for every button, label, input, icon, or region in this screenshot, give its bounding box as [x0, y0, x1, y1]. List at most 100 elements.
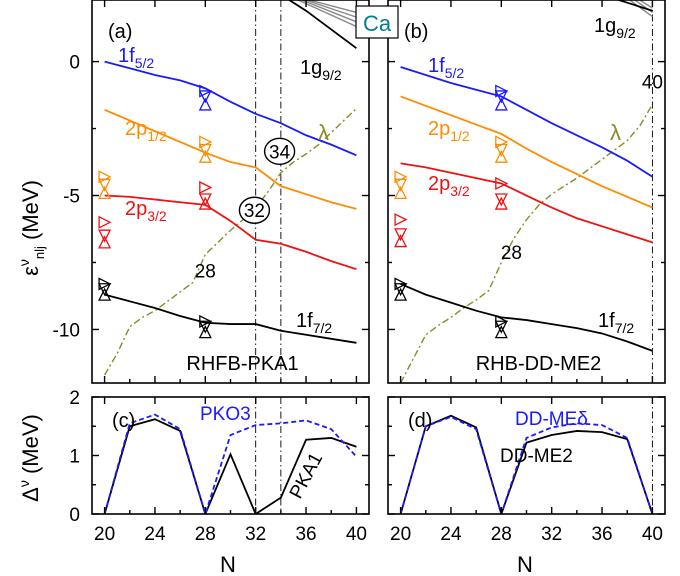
series-line-1g92	[615, 0, 653, 12]
level-label-1f72: 1f7/2	[296, 310, 332, 336]
y-label-sup: ν	[16, 259, 32, 266]
y-label-sup: ν	[16, 480, 32, 487]
level-label-2p12: 2p1/2	[125, 118, 167, 144]
high-level-line	[305, 0, 357, 18]
x-tick-label-28: 28	[491, 524, 512, 545]
magic-number-34: 34	[269, 142, 291, 163]
y-axis-title-top: ενnlj (MeV)	[16, 180, 47, 276]
fermi-energy-line	[399, 104, 654, 383]
series-label-PKO3: PKO3	[200, 404, 251, 425]
experimental-marker	[198, 193, 212, 207]
magic-number-28: 28	[195, 262, 216, 283]
level-label-1g92: 1g9/2	[594, 15, 636, 41]
magic-number-circle	[238, 196, 271, 224]
level-label-sub: 3/2	[450, 183, 470, 199]
panel-tag-a: (a)	[108, 21, 132, 43]
experimental-marker	[198, 196, 212, 210]
element-label: Ca	[363, 11, 392, 36]
y-label-unit: (MeV)	[18, 180, 43, 246]
series-line-1f72	[400, 283, 653, 352]
experimental-marker	[198, 325, 212, 339]
high-level-line	[301, 0, 357, 23]
experimental-marker	[98, 287, 112, 301]
panel-a-plot-area	[103, 0, 357, 383]
magic-number-circle	[263, 137, 296, 166]
experimental-marker	[98, 215, 112, 229]
y-tick-label: 0	[69, 505, 80, 526]
y-label-main: ε	[18, 266, 43, 276]
series-line-2p12	[400, 95, 653, 209]
series-line-2p32	[104, 194, 357, 271]
level-label-sub: 3/2	[147, 208, 167, 224]
experimental-marker	[394, 287, 408, 301]
level-label-sub: 5/2	[135, 55, 155, 71]
level-label-2p32: 2p3/2	[428, 173, 470, 199]
level-label-2p12: 2p1/2	[428, 118, 470, 144]
series-label-DDMEdelta: DD-MEδ	[515, 409, 588, 430]
experimental-marker	[494, 97, 508, 111]
experimental-marker	[98, 185, 112, 199]
x-tick-label-24: 24	[144, 524, 166, 545]
high-level-line	[309, 0, 357, 14]
high-level-line	[639, 0, 653, 9]
experimental-marker	[198, 97, 212, 111]
experimental-marker	[394, 185, 408, 199]
level-label-sub: 7/2	[313, 320, 333, 336]
element-label-box	[355, 5, 399, 39]
series-line-1f72	[104, 293, 357, 344]
panel-d-plot-area	[399, 397, 654, 514]
x-axis-title-left: N	[220, 552, 236, 576]
x-tick-label-32: 32	[245, 524, 266, 545]
panel-tag-c: (c)	[112, 410, 135, 432]
x-tick-label-36: 36	[295, 524, 316, 545]
y-label-sub: nlj	[32, 246, 47, 259]
fermi-energy-line	[103, 107, 357, 376]
panel-tag-d: (d)	[408, 410, 432, 432]
y-label-main: Δ	[18, 487, 43, 502]
magic-number-40: 40	[642, 73, 663, 94]
experimental-marker	[494, 143, 508, 157]
experimental-marker	[98, 178, 112, 192]
experimental-marker	[98, 283, 112, 297]
level-label-sub: 9/2	[322, 67, 342, 83]
x-tick-label-24: 24	[440, 524, 462, 545]
x-tick-label-40: 40	[346, 524, 367, 545]
level-label-1g92: 1g9/2	[300, 57, 342, 83]
model-label-a: RHFB-PKA1	[186, 353, 298, 375]
experimental-marker	[394, 178, 408, 192]
experimental-marker	[494, 193, 508, 207]
series-label-PKA1: PKA1	[286, 450, 327, 503]
x-axis-title-right: N	[517, 552, 533, 576]
experimental-marker	[198, 143, 212, 157]
level-label-sub: 5/2	[445, 65, 465, 81]
x-tick-label-32: 32	[541, 524, 562, 545]
level-label-sub: 1/2	[450, 128, 470, 144]
experimental-marker	[495, 176, 509, 191]
model-label-b: RHB-DD-ME2	[476, 353, 602, 375]
level-label-sub: 7/2	[615, 320, 635, 336]
experimental-marker	[394, 234, 408, 248]
series-line-1f52	[400, 66, 653, 178]
level-label-2p32: 2p3/2	[125, 198, 167, 224]
experimental-marker	[198, 90, 212, 104]
experimental-marker	[198, 149, 212, 163]
experimental-marker	[494, 90, 508, 104]
series-line-1g92	[287, 0, 357, 49]
y-axis-title-bottom: Δν (MeV)	[16, 414, 43, 502]
high-level-line	[297, 0, 357, 28]
y-tick-label: 1	[69, 447, 80, 468]
series-line-1f52	[104, 60, 357, 157]
experimental-marker	[394, 170, 408, 184]
level-label-1f72: 1f7/2	[598, 310, 634, 336]
x-tick-label-20: 20	[390, 524, 411, 545]
panel-tag-b: (b)	[404, 21, 428, 43]
experimental-marker	[394, 213, 408, 227]
panel-c-plot-area	[103, 397, 358, 514]
lambda-label-a: λ	[318, 120, 329, 145]
experimental-marker	[394, 283, 408, 297]
experimental-marker	[494, 325, 508, 339]
x-tick-label-36: 36	[591, 524, 612, 545]
series-label-DDME2: DD-ME2	[500, 446, 573, 467]
y-tick-label: 0	[69, 53, 80, 74]
